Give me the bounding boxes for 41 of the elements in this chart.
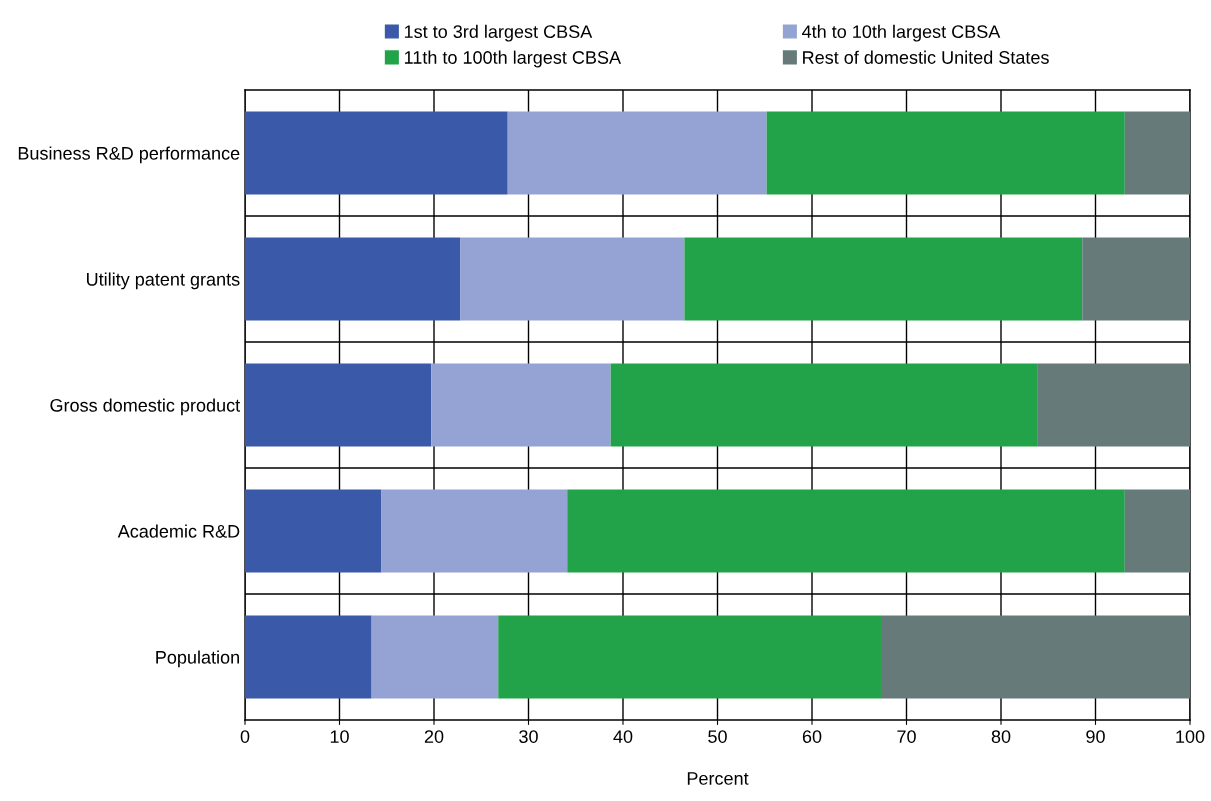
bar	[1124, 111, 1190, 195]
x-tick-label: 90	[1086, 730, 1105, 743]
x-axis-title: Percent	[687, 772, 749, 785]
bar	[684, 237, 1083, 321]
bar	[245, 237, 461, 321]
bar	[245, 363, 432, 447]
y-tick-label: Population	[156, 650, 239, 668]
legend-label: 11th to 100th largest CBSA	[404, 50, 622, 68]
x-tick-label: 100	[1176, 730, 1205, 743]
x-tick-label: 60	[802, 730, 822, 743]
bar	[610, 363, 1038, 447]
x-tick-label: 10	[330, 730, 349, 743]
legend-label: Rest of domestic United States	[803, 50, 1049, 64]
x-tick-label: 0	[240, 730, 250, 743]
bar	[381, 489, 568, 573]
legend-label: 4th to 10th largest CBSA	[802, 24, 1001, 42]
legend-label: 1st to 3rd largest CBSA	[404, 24, 593, 42]
bar	[507, 111, 767, 195]
bar	[245, 489, 382, 573]
bar	[460, 237, 685, 321]
x-tick-label: 70	[897, 730, 916, 743]
bar	[1082, 237, 1190, 321]
bar	[1124, 489, 1190, 573]
x-tick-label: 50	[708, 730, 727, 743]
bar	[567, 489, 1125, 573]
bar	[431, 363, 611, 447]
x-tick-label: 80	[991, 730, 1011, 743]
y-tick-label: Gross domestic product	[50, 398, 241, 416]
y-tick-label: Business R&D performance	[18, 146, 240, 164]
bar	[371, 615, 499, 699]
x-tick-label: 40	[613, 730, 633, 743]
bar	[498, 615, 881, 699]
x-tick-label: 20	[424, 730, 444, 743]
bar	[245, 111, 508, 195]
bar	[245, 615, 372, 699]
y-tick-label: Utility patent grants	[86, 272, 240, 290]
bar	[1037, 363, 1190, 447]
bar	[766, 111, 1125, 195]
x-tick-label: 30	[519, 730, 538, 743]
bar	[880, 615, 1190, 699]
y-tick-label: Academic R&D	[117, 524, 240, 538]
